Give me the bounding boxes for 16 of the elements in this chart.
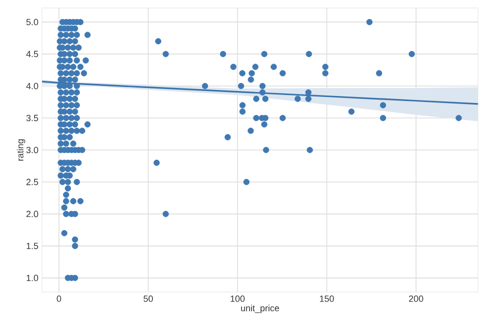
x-tick-label: 150 — [320, 296, 334, 302]
x-tick-label: 200 — [409, 296, 424, 302]
x-tick-label: 0 — [56, 296, 62, 302]
y-axis-title: rating — [16, 139, 26, 161]
y-tick-label: 2.5 — [26, 178, 38, 186]
y-tick-label: 4.0 — [26, 82, 38, 90]
y-tick-label: 1.5 — [26, 242, 38, 250]
y-tick-label: 2.0 — [26, 210, 38, 218]
y-tick-label: 5.0 — [26, 18, 38, 26]
y-tick-label: 3.5 — [26, 114, 38, 122]
y-tick-label: 1.0 — [26, 274, 38, 282]
y-tick-label: 4.5 — [26, 50, 38, 58]
x-tick-label: 50 — [144, 296, 153, 302]
x-axis-title: unit_price — [241, 304, 280, 314]
x-tick-label: 100 — [230, 296, 245, 302]
y-tick-label: 3.0 — [26, 146, 38, 154]
